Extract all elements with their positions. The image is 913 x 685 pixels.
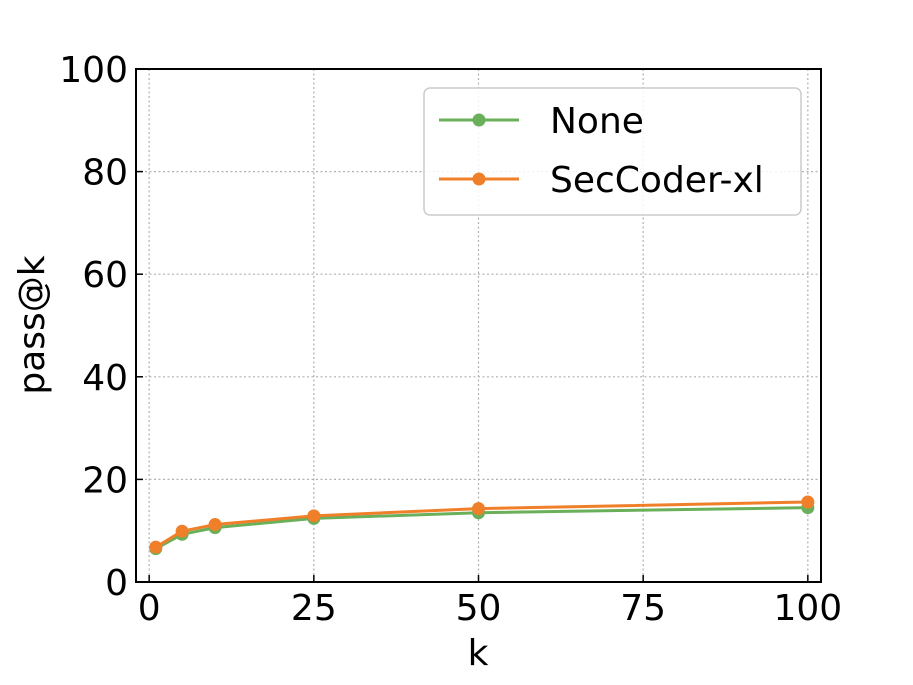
y-tick-label: 100 [59, 50, 128, 91]
data-point [801, 495, 815, 509]
y-tick-label: 40 [82, 358, 128, 399]
x-tick-label: 100 [773, 588, 842, 629]
data-point [149, 540, 163, 554]
series-layer [149, 495, 815, 556]
y-tick-label: 80 [82, 153, 128, 194]
legend-marker-seccoder-xl [472, 172, 486, 186]
x-tick-label: 0 [138, 588, 161, 629]
legend-label-seccoder-xl: SecCoder-xl [550, 160, 764, 201]
x-tick-label: 25 [291, 588, 337, 629]
data-point [208, 518, 222, 532]
x-tick-label: 50 [456, 588, 502, 629]
x-tick-label: 75 [620, 588, 666, 629]
y-axis-label: pass@k [12, 255, 53, 394]
series-seccoder-xl [149, 495, 815, 554]
data-point [175, 524, 189, 538]
legend: None SecCoder-xl [423, 87, 802, 216]
y-tick-label: 20 [82, 460, 128, 501]
legend-marker-none [472, 113, 486, 127]
data-point [472, 502, 485, 516]
x-axis-label: k [468, 633, 489, 674]
y-tick-label: 0 [105, 563, 128, 604]
y-tick-label: 60 [82, 255, 128, 296]
axis-ticks: 0 25 50 75 100 0 20 40 60 80 100 [59, 50, 842, 629]
data-point [307, 509, 321, 523]
legend-label-none: None [550, 101, 644, 142]
